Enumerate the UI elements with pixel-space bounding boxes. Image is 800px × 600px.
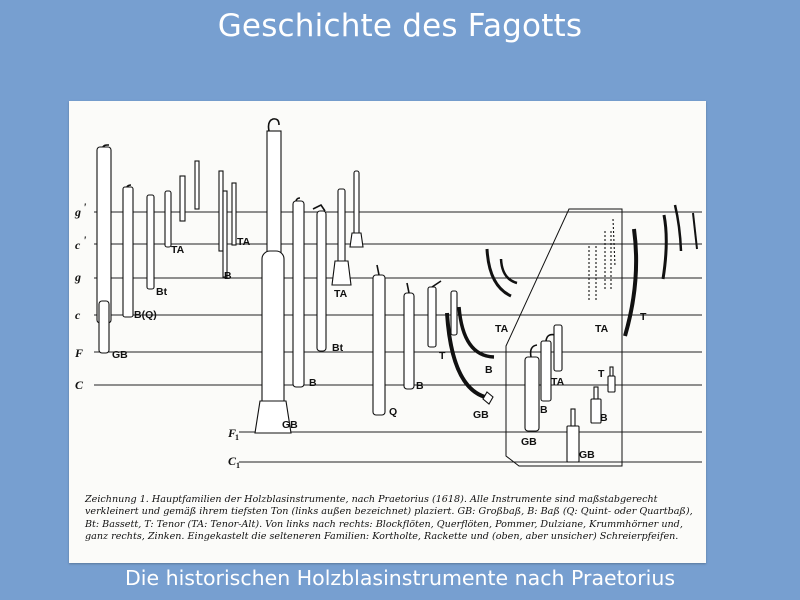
label-pommer-bt: Bt <box>332 342 344 354</box>
pitch-label-F: F <box>74 346 83 360</box>
label-rackett-b: B <box>600 412 608 424</box>
pitch-label-C1: C <box>228 454 237 468</box>
pitch-label-g2: g <box>74 205 81 219</box>
figure-caption: Zeichnung 1. Hauptfamilien der Holzblasi… <box>85 494 693 542</box>
label-kortholt-b: B <box>540 404 548 416</box>
label-krumm-gb: GB <box>473 409 489 421</box>
label-dulzian-q: Q <box>389 406 397 418</box>
label-zink-t: T <box>640 311 647 323</box>
label-recorder-bt: Bt <box>156 286 168 298</box>
label-dulzian-b: B <box>416 380 424 392</box>
label-krumm-ta: TA <box>495 323 509 335</box>
cornetts: T <box>623 204 698 337</box>
label-kortholt-gb: GB <box>521 436 537 448</box>
recorders: GB B(Q) Bt TA <box>96 144 200 361</box>
label-recorder-ta: TA <box>171 244 185 256</box>
pitch-label-F1: F <box>227 426 236 440</box>
label-rackett-gb: GB <box>579 449 595 461</box>
label-kortholt-ta: TA <box>551 376 565 388</box>
instrument-figure: g ' c ' g c F C F 1 C 1 GB B(Q) Bt <box>69 101 706 563</box>
label-krumm-b: B <box>485 364 493 376</box>
label-rackett-t: T <box>598 368 605 380</box>
dulzians: Q B T <box>372 264 458 418</box>
pitch-label-c1-mark: ' <box>83 233 87 247</box>
label-flute-b: B <box>224 270 232 282</box>
flutes: TA B <box>218 170 251 282</box>
crumhorns: GB B TA <box>445 248 518 421</box>
pitch-label-F1-sub: 1 <box>235 433 239 442</box>
pitch-label-c: c <box>75 308 81 322</box>
racketts: GB B T <box>566 366 616 463</box>
slide-title: Geschichte des Fagotts <box>217 8 583 44</box>
label-flute-ta: TA <box>237 236 251 248</box>
pitch-label-g2-mark: ' <box>83 200 87 214</box>
pitch-label-g: g <box>74 270 81 284</box>
pitch-lines <box>94 211 702 463</box>
label-schreier-ta: TA <box>595 323 609 335</box>
instrument-drawing: g ' c ' g c F C F 1 C 1 GB B(Q) Bt <box>74 118 702 470</box>
label-recorder-bq: B(Q) <box>134 309 157 321</box>
label-dulzian-t: T <box>439 350 446 362</box>
label-recorder-gb: GB <box>112 349 128 361</box>
rare-families-box <box>505 208 623 467</box>
pitch-label-c1: c <box>75 238 81 252</box>
slide-subtitle: Die historischen Holzblasinstrumente nac… <box>125 566 675 590</box>
kortholts: GB B TA <box>521 324 565 448</box>
pitch-labels: g ' c ' g c F C F 1 C 1 <box>74 200 240 470</box>
pitch-label-C1-sub: 1 <box>236 461 240 470</box>
label-pommer-gb: GB <box>282 419 298 431</box>
label-pommer-ta: TA <box>334 288 348 300</box>
pommers: GB B Bt TA <box>254 118 364 434</box>
schreierpfeifen: TA <box>588 218 616 335</box>
pitch-label-C: C <box>75 378 84 392</box>
label-pommer-b: B <box>309 377 317 389</box>
